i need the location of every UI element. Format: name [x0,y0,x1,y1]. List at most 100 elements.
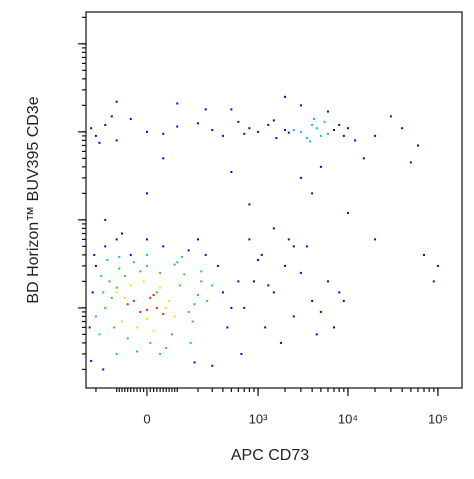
data-point [333,128,336,131]
data-point [106,259,109,262]
data-point [333,326,336,329]
data-point [176,261,179,264]
data-point [409,161,412,164]
data-point [432,280,435,283]
data-point [272,227,275,230]
data-point [173,315,176,318]
data-point [118,255,121,258]
data-point [267,284,270,287]
data-point [118,267,121,270]
data-point [123,296,126,299]
data-point [155,306,158,309]
data-point [436,264,439,267]
data-point [211,128,214,131]
data-point [230,306,233,309]
data-point [257,130,260,133]
data-point [311,192,314,195]
data-point [311,299,314,302]
data-point [123,275,126,278]
data-point [129,284,132,287]
data-point [142,280,145,283]
data-point [267,123,270,126]
data-point [346,127,349,130]
data-point [145,238,148,241]
data-point [237,280,240,283]
data-point [149,341,152,344]
data-point [423,253,426,256]
data-point [346,211,349,214]
data-point [104,123,107,126]
data-point [126,337,129,340]
data-point [191,320,194,323]
data-point [248,238,251,241]
data-point [221,134,224,137]
data-point [90,127,93,130]
data-point [319,310,322,313]
data-point [102,368,105,371]
data-point [230,170,233,173]
data-point [181,255,184,258]
data-point [319,134,322,137]
data-point [299,104,302,107]
data-point [170,333,173,336]
data-point [305,137,308,140]
data-point [272,291,275,294]
data-point [252,280,255,283]
data-point [93,253,96,256]
data-point [313,117,316,120]
data-point [139,270,142,273]
data-point [110,115,113,118]
data-point [145,317,148,320]
data-point [315,127,318,130]
data-point [176,102,179,105]
data-point [287,238,290,241]
data-point [88,326,91,329]
data-point [104,218,107,221]
data-point [260,253,263,256]
data-point [104,306,107,309]
data-point [91,291,94,294]
data-point [243,306,246,309]
data-point [221,291,224,294]
data-point [315,333,318,336]
data-point [264,326,267,329]
y-axis-label: BD Horizon™ BUV395 CD3e [25,96,42,303]
data-point [272,119,275,122]
data-point [115,286,118,289]
data-point [100,275,103,278]
x-tick-label: 10⁵ [428,411,448,426]
data-point [145,192,148,195]
data-point [129,253,132,256]
data-point [197,238,200,241]
data-point [243,132,246,135]
data-point [284,128,287,131]
plot-frame [85,11,463,389]
data-point [162,132,165,135]
data-point [115,291,118,294]
data-point [178,284,181,287]
data-point [132,299,135,302]
data-point [115,139,118,142]
data-point [145,253,148,256]
data-point [126,303,129,306]
data-point [230,108,233,111]
data-point [94,315,97,318]
data-point [197,122,200,125]
data-point [162,313,165,316]
data-point [211,364,214,367]
data-point [139,310,142,313]
data-point [113,326,116,329]
data-point [338,123,341,126]
data-point [149,296,152,299]
data-point [204,108,207,111]
x-axis-label: APC CD73 [231,447,309,464]
data-point [311,123,314,126]
data-point [94,264,97,267]
data-point [279,341,282,344]
data-point [275,137,278,140]
data-point [159,286,162,289]
data-point [98,333,101,336]
data-point [165,347,168,350]
data-point [292,245,295,248]
